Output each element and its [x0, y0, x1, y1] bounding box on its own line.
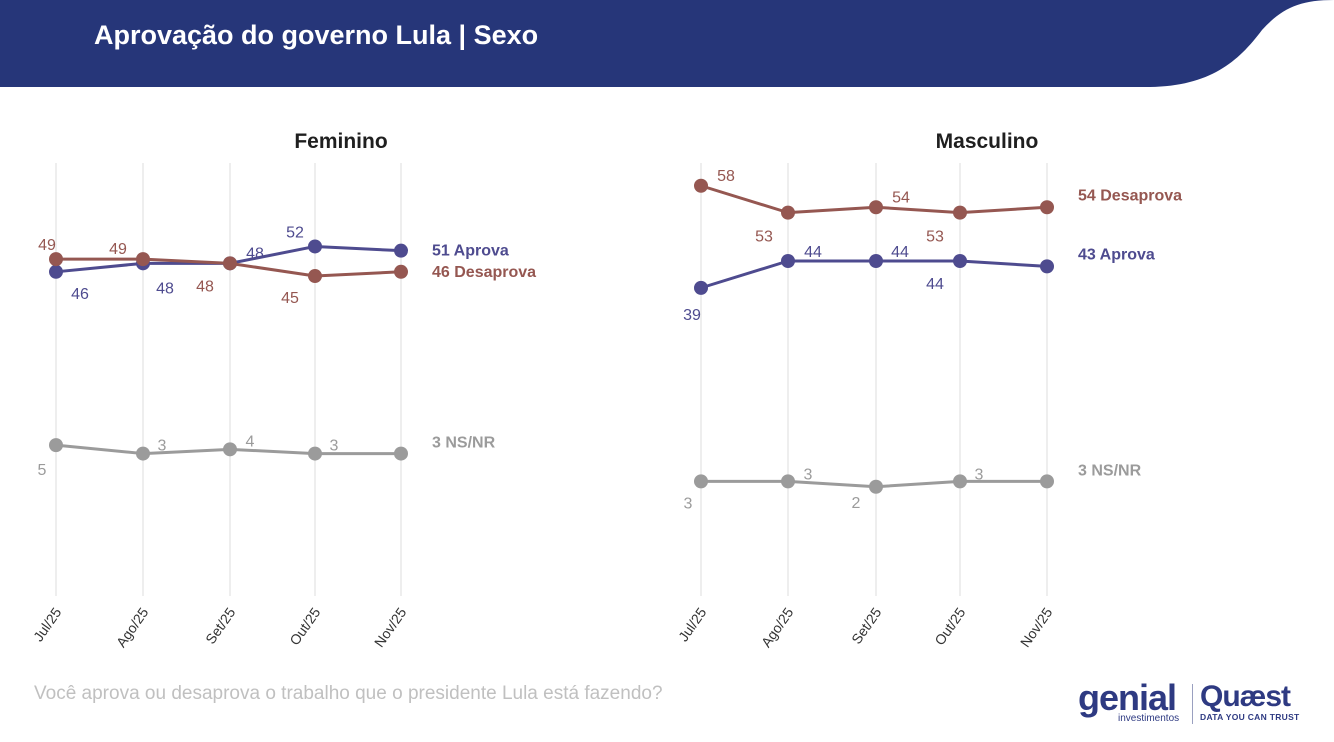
- desaprova-data-label: 53: [926, 229, 944, 246]
- panel-title-feminino: Feminino: [294, 130, 387, 153]
- charts-area: Feminino Jul/25 Ago/25 Set/25 Out/25 Nov/25 46…: [30, 130, 1182, 650]
- aprova-data-label: 52: [286, 224, 304, 241]
- desaprova-end-label: 46 Desaprova: [432, 264, 536, 281]
- nsnr-point: [49, 438, 63, 453]
- quaest-logo-sub: DATA YOU CAN TRUST: [1200, 712, 1300, 722]
- nsnr-point: [136, 446, 150, 461]
- nsnr-point: [308, 446, 322, 461]
- aprova-data-label: 44: [891, 244, 909, 261]
- aprova-point: [1040, 259, 1054, 274]
- aprova-data-label: 39: [683, 307, 701, 324]
- nsnr-point: [223, 442, 237, 457]
- nsnr-end-label: 3 NS/NR: [1078, 462, 1142, 479]
- desaprova-data-label: 49: [38, 237, 56, 254]
- nsnr-end-label: 3 NS/NR: [432, 435, 496, 452]
- desaprova-data-label: 54: [892, 189, 910, 206]
- nsnr-point: [953, 474, 967, 489]
- aprova-point: [869, 254, 883, 268]
- nsnr-data-label: 3: [158, 438, 167, 455]
- desaprova-point: [394, 264, 408, 279]
- desaprova-point: [953, 205, 967, 220]
- aprova-point: [781, 254, 795, 268]
- genial-logo: genial investimentos: [1078, 677, 1179, 725]
- header-band: [0, 0, 1334, 87]
- nsnr-data-label: 3: [975, 466, 984, 483]
- genial-logo-word: genial: [1078, 677, 1177, 718]
- nsnr-data-label: 3: [804, 466, 813, 483]
- desaprova-point: [694, 178, 708, 193]
- desaprova-point: [136, 252, 150, 267]
- x-tick-label: Out/25: [286, 604, 323, 648]
- nsnr-point: [1040, 474, 1054, 489]
- aprova-data-label: 44: [804, 244, 822, 261]
- nsnr-point: [694, 474, 708, 489]
- genial-logo-sub: investimentos: [1118, 713, 1180, 724]
- x-tick-label: Jul/25: [675, 604, 710, 644]
- desaprova-point: [49, 252, 63, 267]
- desaprova-point: [308, 269, 322, 284]
- desaprova-data-label: 53: [755, 229, 773, 246]
- aprova-point: [953, 254, 967, 268]
- page-title: Aprovação do governo Lula | Sexo: [94, 20, 539, 50]
- desaprova-data-label: 45: [281, 290, 299, 307]
- x-tick-label: Set/25: [202, 604, 238, 647]
- aprova-end-label: 43 Aprova: [1078, 246, 1155, 263]
- quaest-logo-word: Quæst: [1200, 680, 1291, 713]
- x-tick-label: Jul/25: [30, 604, 65, 644]
- brand-logos: genial investimentos Quæst DATA YOU CAN …: [1078, 677, 1308, 732]
- aprova-point: [394, 243, 408, 258]
- aprova-point: [308, 239, 322, 254]
- desaprova-data-label: 49: [109, 241, 127, 258]
- nsnr-point: [394, 446, 408, 461]
- aprova-point: [49, 264, 63, 279]
- panel-title-masculino: Masculino: [936, 130, 1039, 153]
- nsnr-point: [869, 479, 883, 494]
- nsnr-data-label: 3: [684, 495, 693, 512]
- desaprova-point: [1040, 200, 1054, 215]
- x-tick-label: Nov/25: [371, 604, 410, 650]
- x-tick-label: Ago/25: [758, 604, 797, 650]
- aprova-data-label: 46: [71, 286, 89, 303]
- logo-separator: [1192, 684, 1193, 724]
- nsnr-data-label: 4: [246, 433, 255, 450]
- survey-question: Você aprova ou desaprova o trabalho que …: [34, 683, 663, 704]
- nsnr-data-label: 2: [852, 495, 861, 512]
- nsnr-point: [781, 474, 795, 489]
- aprova-data-label: 44: [926, 276, 944, 293]
- aprova-data-label: 48: [246, 245, 264, 262]
- x-tick-label: Nov/25: [1017, 604, 1056, 650]
- desaprova-point: [869, 200, 883, 215]
- nsnr-data-label: 5: [38, 462, 47, 479]
- x-tick-label: Out/25: [931, 604, 968, 648]
- aprova-point: [694, 280, 708, 295]
- desaprova-point: [223, 256, 237, 271]
- quaest-logo: Quæst DATA YOU CAN TRUST: [1200, 680, 1300, 723]
- nsnr-data-label: 3: [330, 438, 339, 455]
- desaprova-point: [781, 205, 795, 220]
- x-tick-label: Ago/25: [113, 604, 152, 650]
- aprova-end-label: 51 Aprova: [432, 243, 509, 260]
- desaprova-data-label: 58: [717, 168, 735, 185]
- desaprova-data-label: 48: [196, 278, 214, 295]
- x-tick-label: Set/25: [848, 604, 884, 647]
- desaprova-end-label: 54 Desaprova: [1078, 187, 1182, 204]
- aprova-data-label: 48: [156, 280, 174, 297]
